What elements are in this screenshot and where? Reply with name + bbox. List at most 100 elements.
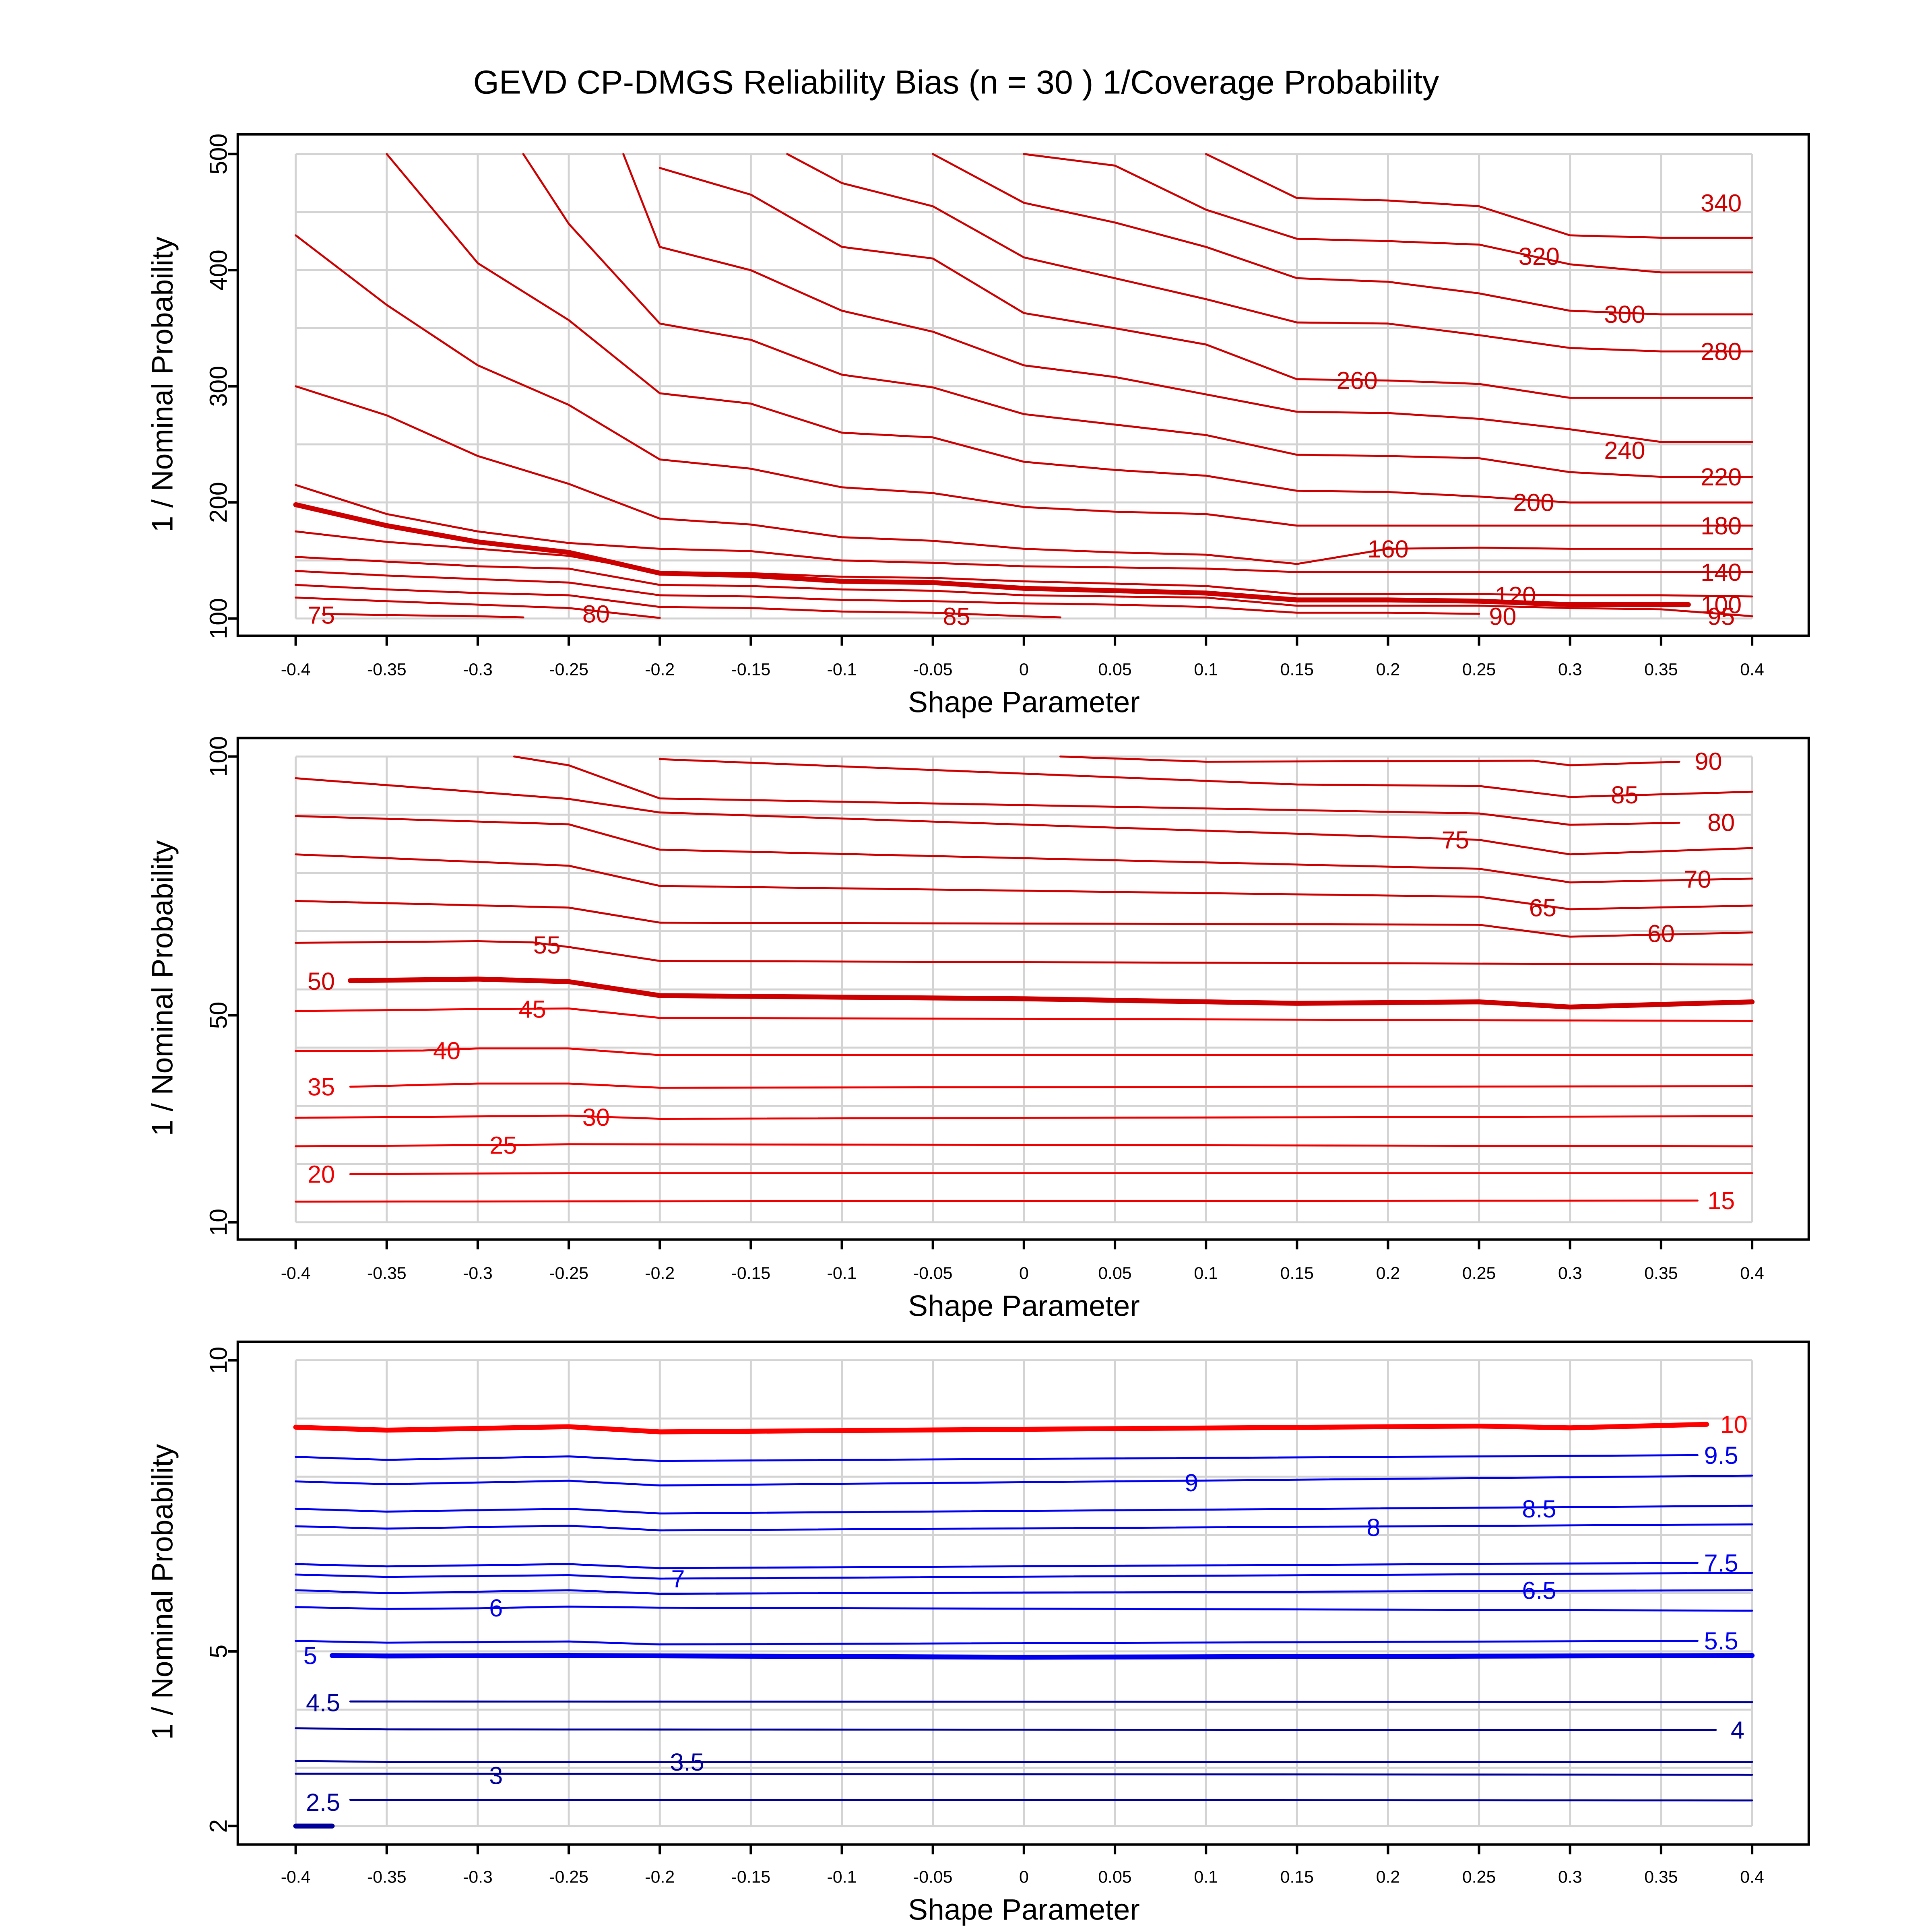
x-tick-label: -0.3	[463, 1264, 493, 1283]
x-axis-title: Shape Parameter	[908, 1289, 1140, 1322]
contour-label: 7	[671, 1565, 685, 1592]
contour-label: 70	[1684, 866, 1711, 893]
y-tick-label: 2	[204, 1819, 232, 1833]
x-tick-label: -0.1	[827, 660, 857, 679]
contour-line-75	[295, 777, 1753, 856]
x-tick-label: -0.25	[549, 1264, 588, 1283]
contour-label: 25	[489, 1132, 517, 1159]
x-tick-label: 0.15	[1280, 1264, 1314, 1283]
contour-line-5	[330, 1653, 1755, 1660]
contour-label: 50	[308, 968, 335, 995]
contour-line-90	[1059, 755, 1680, 766]
x-tick-label: -0.15	[731, 1868, 771, 1887]
x-tick-label: 0.25	[1462, 1868, 1496, 1887]
contour-line-320	[1023, 153, 1753, 274]
contour-line-65	[295, 853, 1753, 910]
contour-label: 20	[308, 1161, 335, 1188]
contour-line-120	[295, 530, 1753, 598]
contour-label: 80	[1707, 809, 1735, 836]
x-tick-label: 0.3	[1558, 1264, 1582, 1283]
contour-label: 40	[433, 1037, 460, 1064]
y-tick-label: 400	[204, 250, 232, 291]
contour-label: 35	[308, 1073, 335, 1100]
contour-line-10	[293, 1422, 1709, 1435]
x-tick-label: -0.2	[645, 1868, 675, 1887]
x-tick-label: -0.15	[731, 1264, 771, 1283]
contour-label: 320	[1519, 243, 1560, 270]
contour-label: 85	[943, 603, 970, 630]
contour-line-9	[295, 1474, 1753, 1487]
contour-label: 6	[489, 1594, 503, 1622]
contour-line-6.5	[295, 1589, 1753, 1595]
x-tick-label: -0.1	[827, 1868, 857, 1887]
panel-middle: 15 20 25 30 35 40 45 50 55 60 65 70 75 80 85 90 -0.4 -0.3…	[146, 736, 1810, 1322]
y-tick-label: 10	[204, 1347, 232, 1374]
contour-label: 140	[1701, 559, 1742, 586]
contour-line-40	[295, 1047, 1753, 1056]
x-tick-label: -0.25	[549, 660, 588, 679]
contour-label: 80	[582, 601, 610, 628]
x-tick-label: -0.4	[281, 1264, 311, 1283]
x-tick-label: -0.4	[281, 660, 311, 679]
contour-label: 6.5	[1522, 1577, 1556, 1604]
contour-label: 5.5	[1704, 1627, 1738, 1655]
x-tick-label: 0.2	[1376, 660, 1400, 679]
contour-line-20	[349, 1172, 1753, 1175]
contour-line-45	[295, 1007, 1753, 1022]
contour-label: 280	[1701, 338, 1742, 365]
contour-line-180	[295, 234, 1753, 527]
y-tick-label: 5	[204, 1645, 232, 1658]
x-tick-label: 0.2	[1376, 1868, 1400, 1887]
x-tick-label: 0.2	[1376, 1264, 1400, 1283]
contour-line-4.5	[349, 1700, 1753, 1703]
x-tick-label: 0.1	[1194, 1868, 1218, 1887]
contour-line-60	[295, 900, 1753, 938]
contour-label: 2.5	[306, 1789, 340, 1816]
contour-label: 4.5	[306, 1689, 340, 1717]
y-tick-label: 500	[204, 134, 232, 175]
contour-label: 65	[1529, 894, 1556, 921]
y-axis-title: 1 / Nominal Probability	[146, 1444, 179, 1740]
contour-line-25	[295, 1143, 1753, 1148]
x-axis-title: Shape Parameter	[908, 685, 1140, 718]
x-tick-label: 0.4	[1740, 1868, 1764, 1887]
x-tick-label: 0.35	[1644, 1868, 1678, 1887]
contour-label: 45	[519, 995, 546, 1023]
contour-label: 75	[1442, 826, 1469, 854]
contour-line-100	[293, 502, 1691, 607]
panel-top: 75 80 85 90 95100120140160180200220240260280…	[146, 133, 1810, 718]
y-tick-label: 100	[204, 736, 232, 777]
contour-label: 85	[1611, 781, 1638, 809]
contour-line-300	[932, 153, 1753, 316]
contour-label: 200	[1513, 489, 1554, 516]
x-tick-label: 0.1	[1194, 1264, 1218, 1283]
contour-label: 9	[1185, 1469, 1198, 1496]
contour-label: 220	[1701, 463, 1742, 491]
x-tick-label: -0.3	[463, 660, 493, 679]
contour-label: 15	[1707, 1187, 1735, 1214]
contour-label: 120	[1495, 582, 1536, 609]
contour-line-7.5	[295, 1562, 1699, 1569]
contour-label: 4	[1731, 1717, 1744, 1744]
contour-line-240	[622, 153, 1753, 443]
contour-line-80	[295, 597, 661, 619]
x-tick-label: 0.1	[1194, 660, 1218, 679]
x-tick-label: 0.4	[1740, 1264, 1764, 1283]
x-tick-label: 0.35	[1644, 660, 1678, 679]
contour-line-50	[348, 976, 1755, 1010]
x-tick-label: -0.15	[731, 660, 771, 679]
contour-line-220	[522, 153, 1753, 478]
contour-line-30	[295, 1115, 1753, 1120]
contour-line-8	[295, 1523, 1753, 1532]
contour-label: 95	[1707, 603, 1735, 630]
y-axis-title: 1 / Nominal Probability	[146, 236, 179, 532]
contour-label: 5	[303, 1642, 317, 1669]
contour-label: 8.5	[1522, 1495, 1556, 1523]
contour-line-2.5	[349, 1799, 1753, 1802]
contour-label: 7.5	[1704, 1549, 1738, 1577]
x-tick-label: 0.4	[1740, 660, 1764, 679]
x-tick-label: 0.05	[1098, 660, 1131, 679]
contour-label: 240	[1604, 437, 1645, 464]
contour-line-90	[295, 570, 1480, 615]
contour-line-8.5	[295, 1505, 1753, 1515]
